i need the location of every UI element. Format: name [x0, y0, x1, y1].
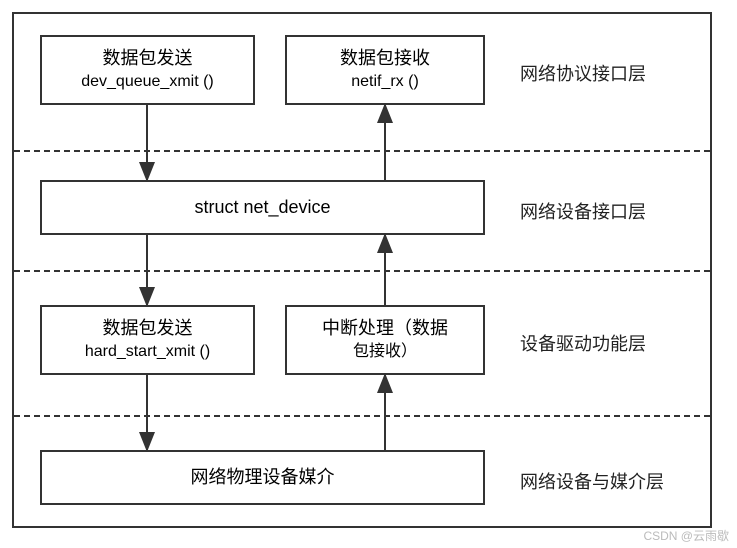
- dashed-sep-3: [14, 415, 710, 417]
- box-rx-top-line1: 数据包接收: [340, 46, 430, 71]
- dashed-sep-1: [14, 150, 710, 152]
- box-tx-drv-line1: 数据包发送: [103, 316, 193, 341]
- box-rx-top-line2: netif_rx (): [351, 71, 419, 93]
- box-tx-top-line1: 数据包发送: [103, 46, 193, 71]
- box-tx-top: 数据包发送 dev_queue_xmit (): [40, 35, 255, 105]
- box-rx-top: 数据包接收 netif_rx (): [285, 35, 485, 105]
- box-irq: 中断处理（数据 包接收）: [285, 305, 485, 375]
- box-irq-line2: 包接收）: [353, 341, 417, 363]
- box-irq-line1: 中断处理（数据: [322, 316, 448, 341]
- box-netdev-line1: struct net_device: [194, 195, 330, 220]
- layer-label-4: 网络设备与媒介层: [520, 468, 664, 494]
- diagram-canvas: 数据包发送 dev_queue_xmit () 数据包接收 netif_rx (…: [0, 0, 737, 548]
- box-netdev: struct net_device: [40, 180, 485, 235]
- layer-label-1: 网络协议接口层: [520, 60, 646, 86]
- box-phy: 网络物理设备媒介: [40, 450, 485, 505]
- box-tx-top-line2: dev_queue_xmit (): [81, 71, 214, 93]
- layer-label-3: 设备驱动功能层: [520, 330, 646, 356]
- watermark: CSDN @云雨歇: [643, 527, 729, 544]
- box-tx-drv-line2: hard_start_xmit (): [85, 341, 210, 363]
- dashed-sep-2: [14, 270, 710, 272]
- box-tx-drv: 数据包发送 hard_start_xmit (): [40, 305, 255, 375]
- layer-label-2: 网络设备接口层: [520, 198, 646, 224]
- box-phy-line1: 网络物理设备媒介: [191, 465, 335, 490]
